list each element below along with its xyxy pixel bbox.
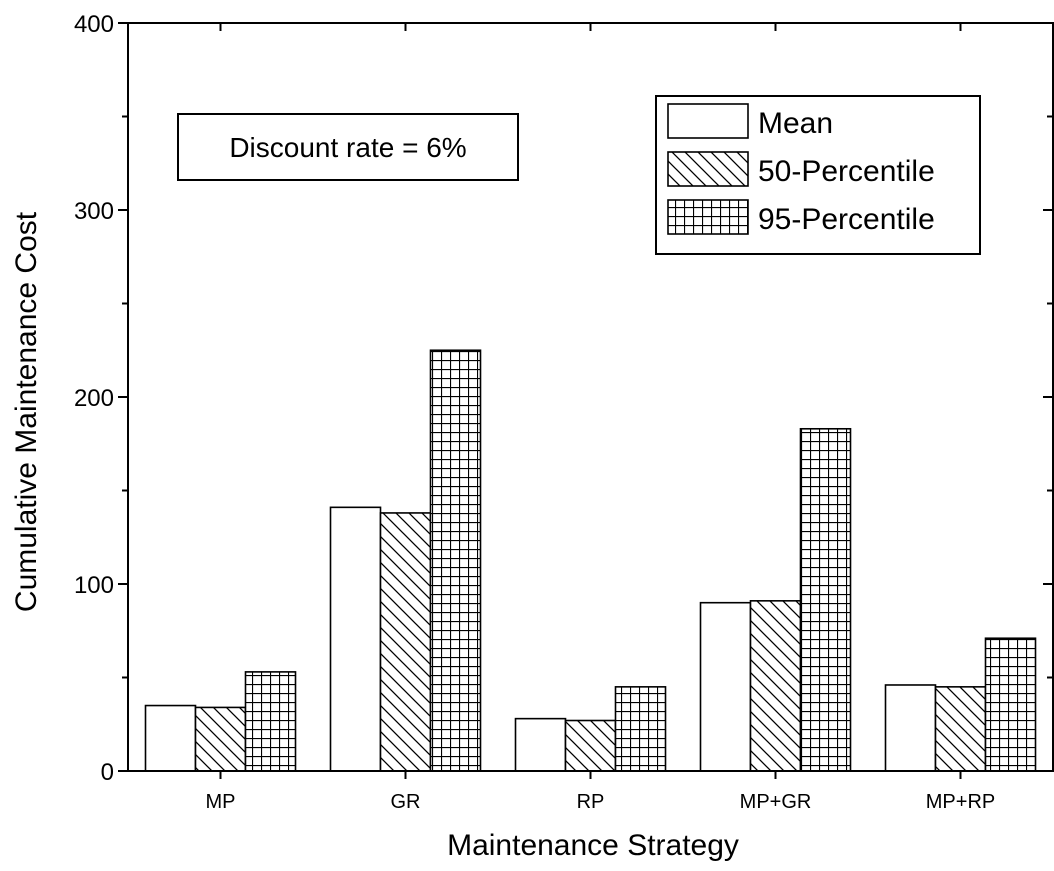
bar-mp-gr-95-percentile: [799, 427, 852, 772]
bar-mp-50-percentile: [194, 706, 247, 772]
bar-rp-mean: [514, 717, 567, 772]
bar-mp-rp-50-percentile: [934, 686, 987, 772]
bar-mp-rp-mean: [884, 684, 937, 772]
annotation-text: Discount rate = 6%: [229, 132, 466, 163]
y-tick-label: 0: [101, 759, 114, 786]
x-tick-label: MP: [206, 791, 236, 813]
y-tick-label: 200: [74, 385, 114, 412]
bar-mp-gr-mean: [699, 601, 752, 772]
x-tick-label: MP+RP: [926, 791, 995, 813]
annotation-box: Discount rate = 6%: [177, 113, 519, 181]
bar-mp-95-percentile: [244, 671, 297, 772]
legend-swatch-50-percentile: [667, 151, 749, 187]
bar-gr-50-percentile: [379, 512, 432, 772]
legend-swatch-95-percentile: [667, 199, 749, 235]
bar-gr-mean: [329, 506, 382, 772]
x-tick-label: RP: [577, 791, 605, 813]
legend-label: 50-Percentile: [758, 155, 935, 188]
bar-mp-gr-50-percentile: [749, 600, 802, 772]
legend-swatch-mean: [667, 103, 749, 139]
y-axis-label: Cumulative Maintenance Cost: [10, 211, 43, 612]
legend: Mean 50-Percentile 95-Percentile: [655, 95, 981, 255]
bar-mp-rp-95-percentile: [984, 637, 1037, 772]
y-tick-label: 400: [74, 11, 114, 38]
x-tick-label: GR: [391, 791, 421, 813]
bar-gr-95-percentile: [429, 349, 482, 772]
y-tick-label: 300: [74, 198, 114, 225]
x-axis-label: Maintenance Strategy: [447, 829, 739, 862]
bars-group: [144, 349, 1037, 772]
axes-group: MP GR RP MP+GR MP+RP 0 100 200 300 400: [74, 11, 1054, 813]
bar-rp-50-percentile: [564, 719, 617, 772]
legend-label: Mean: [758, 107, 833, 140]
bar-mp-mean: [144, 704, 197, 772]
legend-label: 95-Percentile: [758, 203, 935, 236]
bar-rp-95-percentile: [614, 686, 667, 772]
x-tick-label: MP+GR: [740, 791, 812, 813]
y-tick-label: 100: [74, 572, 114, 599]
